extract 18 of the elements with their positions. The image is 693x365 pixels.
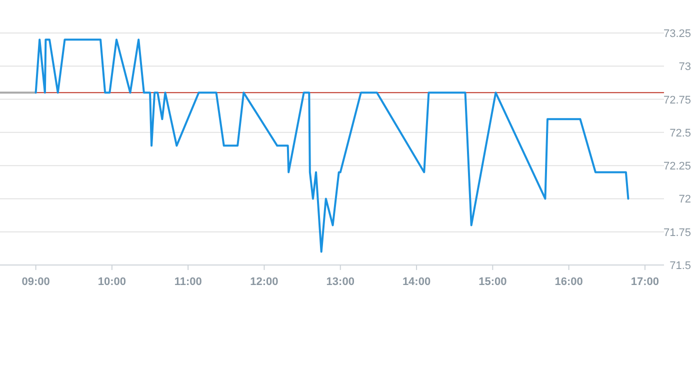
- line-series: [34, 38, 630, 253]
- x-tick-label: 09:00: [22, 276, 50, 288]
- y-tick-label: 72.25: [663, 160, 691, 173]
- x-tick-label: 13:00: [326, 276, 354, 288]
- x-tick-label: 16:00: [554, 276, 583, 288]
- x-tick-label: 10:00: [98, 276, 126, 288]
- y-tick-label: 73.25: [663, 28, 691, 40]
- x-tick-label: 11:00: [174, 276, 202, 288]
- y-tick-label: 72: [678, 194, 691, 206]
- y-tick-label: 71.5: [670, 260, 691, 272]
- y-tick-label: 73: [678, 61, 691, 74]
- x-tick-label: 14:00: [402, 276, 431, 288]
- y-tick-label: 71.75: [663, 226, 691, 239]
- y-tick-label: 72.75: [663, 94, 691, 106]
- x-tick-label: 12:00: [250, 276, 278, 288]
- x-tick-label: 15:00: [478, 276, 507, 288]
- y-tick-label: 72.5: [670, 127, 691, 140]
- x-tick-label: 17:00: [630, 276, 660, 288]
